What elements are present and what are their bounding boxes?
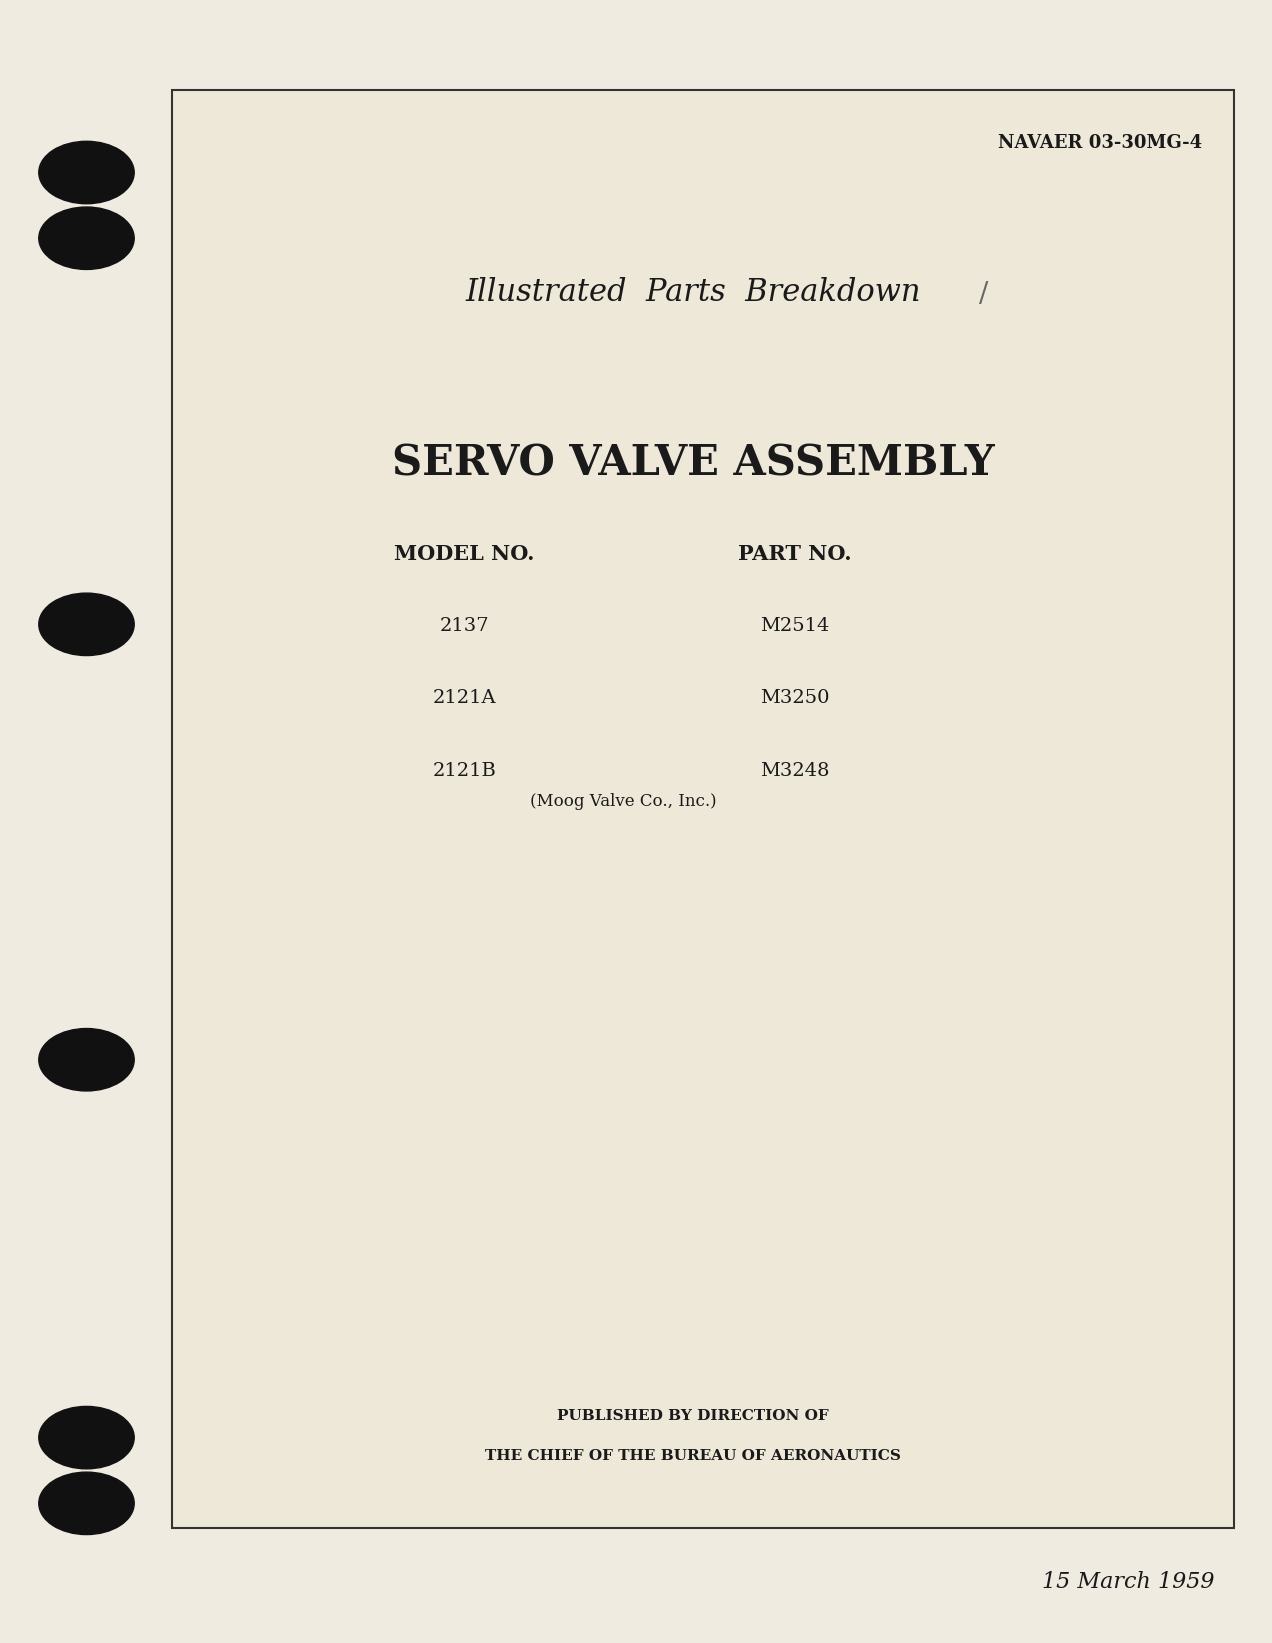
Text: Illustrated  Parts  Breakdown: Illustrated Parts Breakdown (466, 278, 921, 307)
Text: MODEL NO.: MODEL NO. (394, 544, 534, 564)
Ellipse shape (39, 593, 135, 656)
Text: M2514: M2514 (761, 618, 829, 634)
Ellipse shape (39, 141, 135, 204)
Ellipse shape (39, 207, 135, 269)
Text: M3250: M3250 (761, 690, 829, 706)
Bar (172, 90, 1234, 1528)
Ellipse shape (39, 1472, 135, 1535)
Text: 2121B: 2121B (432, 762, 496, 779)
Ellipse shape (39, 1029, 135, 1091)
Text: 15 March 1959: 15 March 1959 (1042, 1571, 1215, 1594)
Text: PUBLISHED BY DIRECTION OF: PUBLISHED BY DIRECTION OF (557, 1410, 829, 1423)
Text: PART NO.: PART NO. (738, 544, 852, 564)
Text: M3248: M3248 (761, 762, 829, 779)
Ellipse shape (39, 1406, 135, 1469)
Text: NAVAER 03-30MG-4: NAVAER 03-30MG-4 (999, 135, 1202, 151)
Text: 2137: 2137 (439, 618, 490, 634)
Text: (Moog Valve Co., Inc.): (Moog Valve Co., Inc.) (530, 794, 716, 810)
Text: /: / (978, 281, 988, 307)
Text: 2121A: 2121A (432, 690, 496, 706)
Text: THE CHIEF OF THE BUREAU OF AERONAUTICS: THE CHIEF OF THE BUREAU OF AERONAUTICS (486, 1449, 901, 1462)
Text: SERVO VALVE ASSEMBLY: SERVO VALVE ASSEMBLY (392, 442, 995, 485)
